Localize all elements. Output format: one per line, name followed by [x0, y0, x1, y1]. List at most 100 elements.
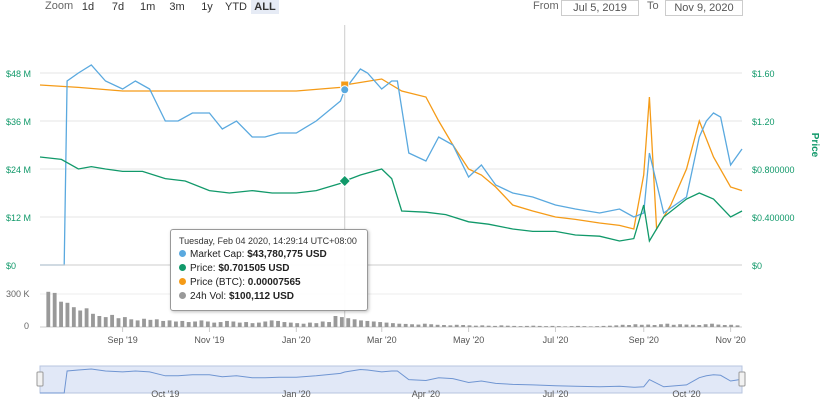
volume-bar — [346, 318, 351, 327]
volume-bar — [135, 320, 140, 327]
navigator-line — [40, 368, 743, 394]
volume-bar — [46, 291, 51, 327]
volume-bar — [378, 322, 383, 327]
volume-bar — [205, 321, 210, 327]
volume-bar — [276, 320, 280, 327]
volume-bar — [678, 324, 683, 327]
tooltip-row-price-btc: Price (BTC): 0.00007565 — [179, 277, 301, 288]
volume-bar — [595, 326, 600, 327]
volume-bar — [467, 325, 472, 327]
volume-bar — [607, 325, 612, 327]
navigator-tick-label: Apr '20 — [412, 389, 440, 399]
price-btc-line — [39, 78, 743, 232]
volume-bar — [218, 322, 223, 327]
volume-bar — [282, 322, 287, 327]
volume-bar — [148, 319, 153, 327]
zoom-ytd-button[interactable]: YTD — [225, 1, 247, 13]
x-tick-label: May '20 — [453, 335, 484, 345]
volume-bar — [710, 323, 714, 327]
volume-bar — [301, 323, 306, 327]
volume-bar — [429, 324, 434, 327]
volume-bar — [59, 301, 63, 327]
volume-bar — [352, 319, 357, 327]
y-right-tick-label: $0 — [752, 261, 762, 271]
volume-bar — [690, 324, 695, 327]
market-cap-line — [40, 64, 743, 266]
volume-bar — [454, 324, 459, 327]
volume-bar — [601, 325, 606, 327]
y-left-tick-label: $12 M — [6, 213, 31, 223]
x-tick-label: Sep '19 — [107, 335, 137, 345]
volume-bar — [97, 316, 102, 327]
tooltip: Tuesday, Feb 04 2020, 14:29:14 UTC+08:00… — [170, 229, 368, 311]
tooltip-market-cap-value: $43,780,775 USD — [247, 249, 327, 260]
y-axis-right-title: Price — [809, 133, 820, 158]
navigator-right-handle[interactable] — [738, 371, 746, 387]
y-axis-left: $0 $12 M $24 M $36 M $48 M — [6, 69, 31, 271]
navigator-window — [39, 365, 743, 394]
from-date-input[interactable]: Jul 5, 2019 — [561, 0, 639, 16]
volume-bar — [212, 322, 217, 327]
navigator-tick-label: Jan '20 — [282, 389, 311, 399]
zoom-7d-button[interactable]: 7d — [111, 1, 125, 13]
volume-bar — [397, 323, 402, 327]
volume-tick-label: 300 K — [6, 289, 30, 299]
volume-bar — [237, 322, 242, 327]
volume-bar — [563, 326, 568, 327]
tooltip-price-btc-value: 0.00007565 — [247, 277, 301, 288]
y-left-tick-label: $48 M — [6, 69, 31, 79]
zoom-all-button[interactable]: ALL — [251, 0, 279, 14]
volume-bar — [659, 324, 663, 327]
volume-dot-icon — [179, 292, 186, 299]
volume-bar — [531, 325, 536, 327]
zoom-1d-button[interactable]: 1d — [81, 1, 95, 13]
volume-bar — [199, 320, 204, 327]
volume-bar — [365, 320, 370, 327]
market-cap-dot-icon — [179, 250, 186, 257]
volume-bar — [544, 326, 548, 327]
chart-grid — [40, 72, 742, 266]
volume-bar — [416, 324, 421, 327]
y-left-tick-label: $36 M — [6, 117, 31, 127]
volume-bar — [550, 325, 555, 327]
tooltip-row-volume: 24h Vol: $100,112 USD — [179, 291, 294, 302]
x-tick-label: Nov '19 — [194, 335, 224, 345]
zoom-3m-button[interactable]: 3m — [169, 1, 185, 13]
x-tick-label: Jul '20 — [543, 335, 569, 345]
price-dot-icon — [179, 264, 186, 271]
volume-bar — [71, 307, 76, 327]
to-date-input[interactable]: Nov 9, 2020 — [665, 0, 743, 16]
volume-bar — [410, 324, 414, 327]
y-right-tick-label: $0.400000 — [752, 213, 795, 223]
zoom-1m-button[interactable]: 1m — [140, 1, 156, 13]
navigator-tick-label: Jul '20 — [543, 389, 569, 399]
volume-bar — [174, 321, 178, 327]
volume-bar — [652, 325, 657, 327]
volume-bar — [461, 325, 466, 327]
volume-bar — [129, 319, 134, 327]
volume-bar — [665, 323, 670, 327]
volume-bar — [684, 324, 689, 327]
volume-bar — [448, 325, 453, 327]
volume-bar — [244, 322, 249, 327]
navigator-left-handle[interactable] — [36, 371, 44, 387]
volume-bar — [633, 324, 638, 327]
volume-bar — [308, 322, 312, 327]
tooltip-price-btc-label: Price (BTC): — [190, 277, 245, 288]
volume-bar — [154, 319, 159, 327]
volume-bar — [697, 325, 702, 327]
volume-bar — [671, 324, 676, 327]
y-left-tick-label: $24 M — [6, 165, 31, 175]
volume-bar — [295, 323, 300, 327]
volume-bar — [582, 326, 587, 327]
x-axis: Sep '19 Nov '19 Jan '20 Mar '20 May '20 Jul '… — [40, 264, 746, 345]
volume-bar — [269, 320, 274, 327]
volume-bar — [110, 314, 115, 327]
x-tick-label: Mar '20 — [367, 335, 397, 345]
price-marker — [338, 174, 352, 188]
zoom-1y-button[interactable]: 1y — [201, 1, 213, 13]
y-right-tick-label: $0.800000 — [752, 165, 795, 175]
volume-bar — [91, 313, 95, 327]
volume-bar — [116, 318, 121, 327]
